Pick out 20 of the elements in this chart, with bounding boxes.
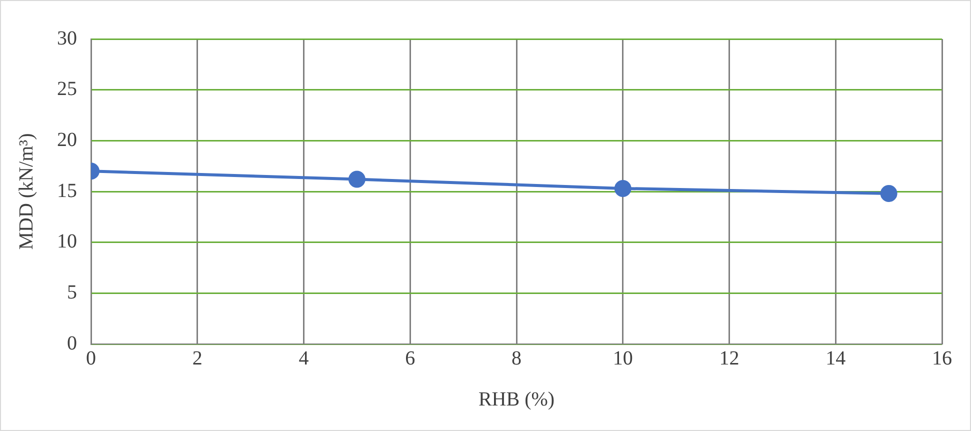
y-tick-label: 20 [57, 128, 77, 151]
x-tick-label: 8 [512, 347, 522, 370]
x-tick-label: 10 [612, 347, 633, 370]
y-tick-label: 15 [57, 180, 77, 202]
x-tick-label: 6 [405, 347, 416, 370]
x-tick-label: 4 [298, 347, 309, 370]
y-tick-label: 30 [57, 27, 77, 50]
y-tick-label: 0 [67, 332, 77, 354]
y-axis-title: MDD (kN/m³) [15, 133, 38, 250]
point [614, 180, 632, 197]
x-axis-title: RHB (%) [478, 388, 555, 410]
x-tick-label: 0 [86, 347, 96, 370]
x-tick-label: 12 [719, 347, 740, 370]
y-tick-label: 5 [67, 281, 77, 304]
x-tick-label: 14 [826, 347, 846, 370]
x-tick-label: 2 [192, 347, 202, 370]
y-tick-label: 10 [57, 230, 77, 253]
point [880, 185, 898, 202]
y-tick-label: 25 [57, 78, 77, 100]
x-tick-label: 16 [932, 347, 952, 370]
